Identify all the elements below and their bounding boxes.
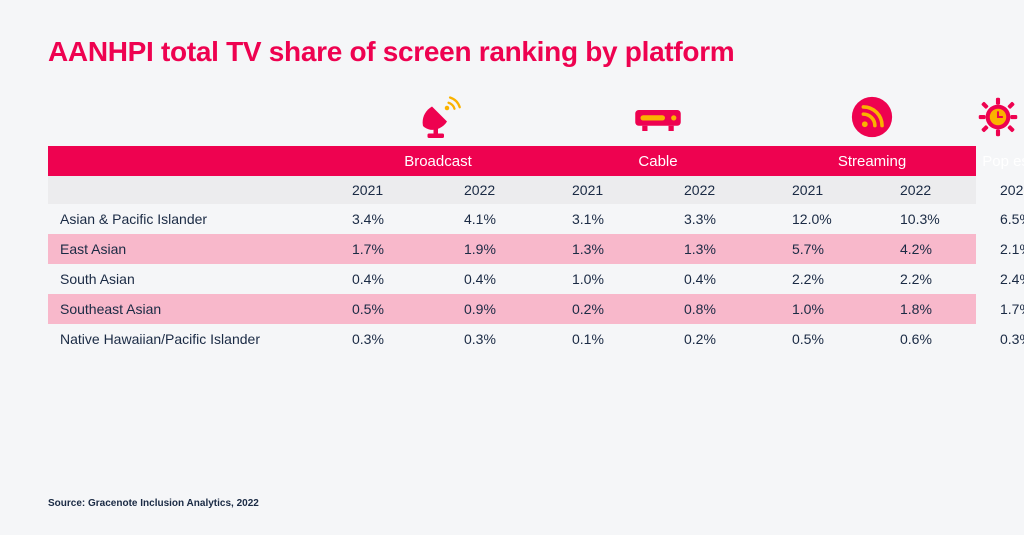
cell-value: 2.2% [876,271,976,287]
cell-value: 0.2% [548,301,660,317]
table-row: South Asian0.4%0.4%1.0%0.4%2.2%2.2%2.4% [48,264,976,294]
year-cell: 2021 [768,182,876,198]
cell-value: 0.3% [976,331,1024,347]
cell-value: 2.1% [976,241,1024,257]
table-row: Southeast Asian0.5%0.9%0.2%0.8%1.0%1.8%1… [48,294,976,324]
cell-value: 1.7% [328,241,440,257]
cell-value: 0.4% [328,271,440,287]
cell-value: 1.3% [548,241,660,257]
col-header-cable: Cable [548,153,768,170]
row-label: East Asian [48,241,328,257]
year-cell: 2022 [876,182,976,198]
cell-value: 0.3% [328,331,440,347]
cell-value: 0.1% [548,331,660,347]
row-label: South Asian [48,271,328,287]
row-label: Southeast Asian [48,301,328,317]
cell-value: 10.3% [876,211,976,227]
cell-value: 3.4% [328,211,440,227]
table-row: Native Hawaiian/Pacific Islander0.3%0.3%… [48,324,976,354]
year-cell: 2022 [660,182,768,198]
cell-value: 0.3% [440,331,548,347]
col-header-broadcast: Broadcast [328,153,548,170]
year-cell: 2021 [328,182,440,198]
cell-value: 1.3% [660,241,768,257]
satellite-dish-icon [414,128,462,145]
table-body: Asian & Pacific Islander3.4%4.1%3.1%3.3%… [48,204,976,354]
cell-value: 5.7% [768,241,876,257]
cell-value: 1.8% [876,301,976,317]
cell-value: 6.5% [976,211,1024,227]
cell-value: 4.2% [876,241,976,257]
year-cell: 2021 [548,182,660,198]
cell-value: 1.0% [768,301,876,317]
cell-value: 0.4% [660,271,768,287]
year-cell: 2022 [976,182,1024,198]
cell-value: 0.6% [876,331,976,347]
cell-value: 2.2% [768,271,876,287]
table-row: Asian & Pacific Islander3.4%4.1%3.1%3.3%… [48,204,976,234]
cell-value: 0.5% [768,331,876,347]
cell-value: 4.1% [440,211,548,227]
cell-value: 0.8% [660,301,768,317]
col-header-pop: Pop estimate [976,153,1024,170]
row-label: Asian & Pacific Islander [48,211,328,227]
cell-value: 0.4% [440,271,548,287]
page-title: AANHPI total TV share of screen ranking … [48,36,976,68]
rss-circle-icon [849,128,895,145]
cell-value: 1.7% [976,301,1024,317]
cell-value: 12.0% [768,211,876,227]
cable-box-icon [630,128,686,145]
row-label: Native Hawaiian/Pacific Islander [48,331,328,347]
table-row: East Asian1.7%1.9%1.3%1.3%5.7%4.2%2.1% [48,234,976,264]
gear-clock-icon [976,128,1020,145]
cell-value: 3.1% [548,211,660,227]
col-header-streaming: Streaming [768,153,976,170]
platform-icon-row [48,90,976,146]
cell-value: 2.4% [976,271,1024,287]
cell-value: 0.5% [328,301,440,317]
cell-value: 0.9% [440,301,548,317]
year-header-row: 2021 2022 2021 2022 2021 2022 2022 [48,176,976,204]
year-cell: 2022 [440,182,548,198]
cell-value: 3.3% [660,211,768,227]
cell-value: 0.2% [660,331,768,347]
source-text: Source: Gracenote Inclusion Analytics, 2… [48,498,259,509]
platform-header-row: Broadcast Cable Streaming Pop estimate [48,146,976,176]
cell-value: 1.9% [440,241,548,257]
cell-value: 1.0% [548,271,660,287]
